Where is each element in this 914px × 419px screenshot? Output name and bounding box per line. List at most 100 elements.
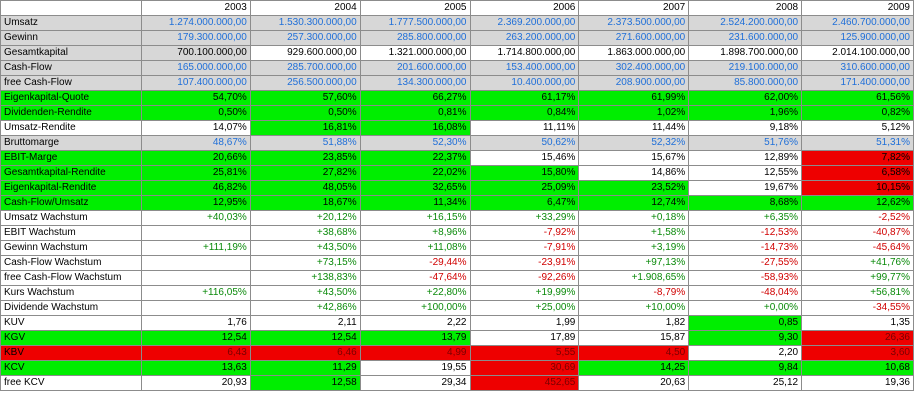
value-cell[interactable]: 310.600.000,00 bbox=[801, 60, 914, 76]
value-cell[interactable]: 14,07% bbox=[140, 120, 251, 136]
value-cell[interactable]: 19,55 bbox=[359, 360, 471, 376]
value-cell[interactable]: 51,88% bbox=[249, 135, 361, 151]
value-cell[interactable]: 51,31% bbox=[801, 135, 914, 151]
row-label-cell[interactable]: Dividende Wachstum bbox=[0, 300, 142, 316]
value-cell[interactable]: 25,09% bbox=[469, 180, 580, 196]
value-cell[interactable]: 201.600.000,00 bbox=[359, 60, 471, 76]
value-cell[interactable]: 4,99 bbox=[359, 345, 471, 361]
value-cell[interactable]: 7,82% bbox=[801, 150, 914, 166]
value-cell[interactable]: 2.373.500.000,00 bbox=[578, 15, 690, 31]
year-header-cell[interactable]: 2008 bbox=[688, 0, 803, 16]
value-cell[interactable] bbox=[140, 300, 251, 316]
value-cell[interactable]: 2.369.200.000,00 bbox=[469, 15, 580, 31]
value-cell[interactable]: 14,25 bbox=[578, 360, 690, 376]
row-label-cell[interactable]: free KCV bbox=[0, 375, 142, 391]
value-cell[interactable]: 231.600.000,00 bbox=[688, 30, 803, 46]
row-label-cell[interactable]: Eigenkapital-Rendite bbox=[0, 180, 142, 196]
value-cell[interactable]: +116,05% bbox=[140, 285, 251, 301]
value-cell[interactable]: 5,12% bbox=[801, 120, 914, 136]
value-cell[interactable]: 2.524.200.000,00 bbox=[688, 15, 803, 31]
value-cell[interactable]: 52,32% bbox=[578, 135, 690, 151]
value-cell[interactable]: +42,86% bbox=[249, 300, 361, 316]
value-cell[interactable]: 27,82% bbox=[249, 165, 361, 181]
year-header-cell[interactable]: 2005 bbox=[359, 0, 471, 16]
value-cell[interactable]: 2,22 bbox=[359, 315, 471, 331]
row-label-cell[interactable]: Eigenkapital-Quote bbox=[0, 90, 142, 106]
value-cell[interactable]: 66,27% bbox=[359, 90, 471, 106]
value-cell[interactable]: -48,04% bbox=[688, 285, 803, 301]
value-cell[interactable]: 2.460.700.000,00 bbox=[801, 15, 914, 31]
value-cell[interactable]: 0,84% bbox=[469, 105, 580, 121]
row-label-cell[interactable]: Umsatz-Rendite bbox=[0, 120, 142, 136]
value-cell[interactable] bbox=[140, 270, 251, 286]
value-cell[interactable]: 48,05% bbox=[249, 180, 361, 196]
value-cell[interactable]: 19,36 bbox=[801, 375, 914, 391]
value-cell[interactable]: 165.000.000,00 bbox=[140, 60, 251, 76]
value-cell[interactable]: 29,34 bbox=[359, 375, 471, 391]
row-label-cell[interactable]: Umsatz bbox=[0, 15, 142, 31]
value-cell[interactable]: -27,55% bbox=[688, 255, 803, 271]
value-cell[interactable]: 17,89 bbox=[469, 330, 580, 346]
value-cell[interactable]: 2.014.100.000,00 bbox=[801, 45, 914, 61]
row-label-cell[interactable]: Gewinn bbox=[0, 30, 142, 46]
value-cell[interactable]: 20,93 bbox=[140, 375, 251, 391]
value-cell[interactable]: 16,08% bbox=[359, 120, 471, 136]
value-cell[interactable]: 6,43 bbox=[140, 345, 251, 361]
value-cell[interactable]: 23,85% bbox=[249, 150, 361, 166]
value-cell[interactable]: 1,02% bbox=[578, 105, 690, 121]
value-cell[interactable]: -8,79% bbox=[578, 285, 690, 301]
value-cell[interactable]: 153.400.000,00 bbox=[469, 60, 580, 76]
value-cell[interactable]: 263.200.000,00 bbox=[469, 30, 580, 46]
value-cell[interactable]: +22,80% bbox=[359, 285, 471, 301]
value-cell[interactable]: +1.908,65% bbox=[578, 270, 690, 286]
value-cell[interactable]: 61,17% bbox=[469, 90, 580, 106]
value-cell[interactable]: 25,12 bbox=[688, 375, 803, 391]
value-cell[interactable]: +99,77% bbox=[801, 270, 914, 286]
value-cell[interactable]: 52,30% bbox=[359, 135, 471, 151]
value-cell[interactable]: 1.863.000.000,00 bbox=[578, 45, 690, 61]
value-cell[interactable]: 2,11 bbox=[249, 315, 361, 331]
value-cell[interactable]: 12,89% bbox=[688, 150, 803, 166]
value-cell[interactable]: 9,30 bbox=[688, 330, 803, 346]
value-cell[interactable]: +16,15% bbox=[359, 210, 471, 226]
value-cell[interactable]: 8,68% bbox=[688, 195, 803, 211]
value-cell[interactable]: 1,35 bbox=[801, 315, 914, 331]
value-cell[interactable]: 48,67% bbox=[140, 135, 251, 151]
value-cell[interactable]: +40,03% bbox=[140, 210, 251, 226]
value-cell[interactable]: -58,93% bbox=[688, 270, 803, 286]
value-cell[interactable]: -2,52% bbox=[801, 210, 914, 226]
value-cell[interactable]: 0,50% bbox=[249, 105, 361, 121]
value-cell[interactable]: +0,18% bbox=[578, 210, 690, 226]
value-cell[interactable]: 85.800.000,00 bbox=[688, 75, 803, 91]
value-cell[interactable]: 20,66% bbox=[140, 150, 251, 166]
value-cell[interactable]: +0,00% bbox=[688, 300, 803, 316]
row-label-cell[interactable]: Cash-Flow bbox=[0, 60, 142, 76]
value-cell[interactable]: -45,64% bbox=[801, 240, 914, 256]
row-label-cell[interactable]: Gesamtkapital-Rendite bbox=[0, 165, 142, 181]
value-cell[interactable]: 179.300.000,00 bbox=[140, 30, 251, 46]
value-cell[interactable]: 6,47% bbox=[469, 195, 580, 211]
value-cell[interactable]: 11,29 bbox=[249, 360, 361, 376]
row-label-cell[interactable]: Umsatz Wachstum bbox=[0, 210, 142, 226]
value-cell[interactable]: 12,54 bbox=[140, 330, 251, 346]
value-cell[interactable]: 208.900.000,00 bbox=[578, 75, 690, 91]
value-cell[interactable]: +10,00% bbox=[578, 300, 690, 316]
value-cell[interactable]: -14,73% bbox=[688, 240, 803, 256]
value-cell[interactable]: 13,63 bbox=[140, 360, 251, 376]
value-cell[interactable]: -29,44% bbox=[359, 255, 471, 271]
value-cell[interactable]: 11,44% bbox=[578, 120, 690, 136]
value-cell[interactable]: +38,68% bbox=[249, 225, 361, 241]
value-cell[interactable]: 1,76 bbox=[140, 315, 251, 331]
value-cell[interactable]: 12,54 bbox=[249, 330, 361, 346]
value-cell[interactable]: 54,70% bbox=[140, 90, 251, 106]
value-cell[interactable]: 6,58% bbox=[801, 165, 914, 181]
value-cell[interactable]: +100,00% bbox=[359, 300, 471, 316]
value-cell[interactable]: 11,34% bbox=[359, 195, 471, 211]
value-cell[interactable]: -92,26% bbox=[469, 270, 580, 286]
value-cell[interactable]: 271.600.000,00 bbox=[578, 30, 690, 46]
value-cell[interactable]: 285.700.000,00 bbox=[249, 60, 361, 76]
value-cell[interactable]: 2,20 bbox=[688, 345, 803, 361]
value-cell[interactable]: 62,00% bbox=[688, 90, 803, 106]
value-cell[interactable]: 19,67% bbox=[688, 180, 803, 196]
row-label-cell[interactable]: Cash-Flow Wachstum bbox=[0, 255, 142, 271]
